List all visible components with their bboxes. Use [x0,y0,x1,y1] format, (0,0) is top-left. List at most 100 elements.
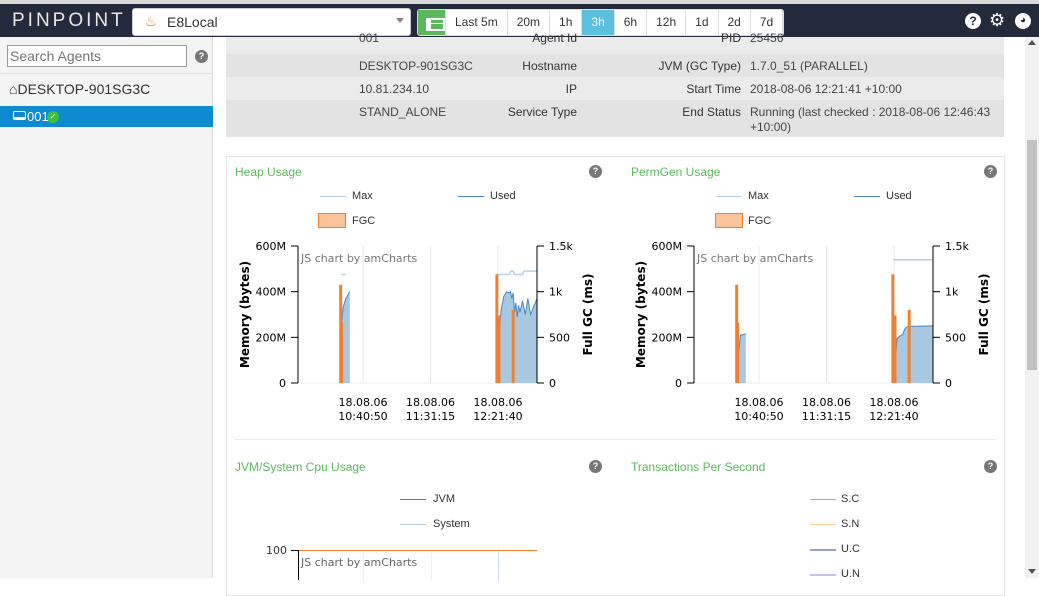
legend-jvm-line [400,499,426,500]
used-area [738,333,746,383]
legend-fgc[interactable]: FGC [748,215,772,227]
value-jvm: 1.7.0_51 (PARALLEL) [750,59,868,73]
agent-item-001[interactable]: 001 ✓ [0,106,213,127]
y-axis-title: Memory (bytes) [238,261,252,368]
tps-title: Transactions Per Second [631,460,766,474]
time-1h[interactable]: 1h [550,10,583,35]
application-selector[interactable]: ♨ E8Local [132,8,411,36]
fgc-bar [893,315,897,383]
search-agents-input[interactable] [7,45,187,67]
y2-tick-label: 1.5k [549,240,573,253]
grid-line [363,551,364,581]
agent-info-table: Agent Id 001 PID 25456 Hostname DESKTOP-901… [226,31,1004,137]
y2-axis-title: Full GC (ms) [977,274,991,356]
cpu-100-guide [299,550,537,551]
grid-line [431,551,432,581]
top-nav: PINPOINT ♨ E8Local Last 5m 20m 1h 3h 6h … [0,4,1039,37]
label-agent-id: Agent Id [532,31,577,45]
y2-axis-title: Full GC (ms) [581,274,595,356]
legend-used[interactable]: Used [490,190,516,202]
label-pid: PID [720,31,741,45]
legend-max-line [320,196,346,197]
y-tick-100: 100 [266,544,287,557]
java-icon: ♨ [145,14,157,29]
value-service-type: STAND_ALONE [359,105,447,119]
used-line [341,291,351,324]
help-icon[interactable]: ? [589,165,602,178]
legend-system[interactable]: System [433,518,470,530]
max-line [497,270,537,276]
value-pid: 25456 [750,31,784,45]
gear-icon[interactable]: ⚙ [989,10,1006,30]
host-group[interactable]: ⌂DESKTOP-901SG3C [9,81,150,97]
time-6h[interactable]: 6h [614,10,648,35]
time-last-5m[interactable]: Last 5m [446,10,508,35]
y-tick-label: 400M [256,286,287,299]
fgc-bar [736,322,740,383]
help-icon[interactable]: ? [984,460,997,473]
x-tick-time: 12:21:40 [869,410,918,423]
x-tick-date: 18.08.06 [870,396,919,409]
value-ip: 10.81.234.10 [359,82,430,96]
y2-tick-label: 1.5k [945,240,969,253]
system-cpu-spike [498,551,499,581]
x-tick-time: 10:40:50 [338,410,387,423]
used-area [499,291,537,383]
fgc-bar [907,309,911,383]
pinpoint-logo[interactable]: PINPOINT [12,10,126,31]
fgc-bar [511,309,515,383]
y-tick-label: 600M [256,240,287,253]
help-icon[interactable]: ? [589,460,602,473]
fgc-bar [497,315,501,383]
time-1d[interactable]: 1d [686,10,719,35]
legend-fgc[interactable]: FGC [352,215,376,227]
time-2d[interactable]: 2d [718,10,751,35]
time-20m[interactable]: 20m [507,10,551,35]
fgc-bar [495,274,499,383]
label-start-time: Start Time [686,82,741,96]
scrollbar-thumb[interactable] [1027,140,1037,370]
time-3h[interactable]: 3h [582,10,615,35]
amcharts-watermark[interactable]: JS chart by amCharts [301,556,418,569]
used-line [498,290,538,333]
legend-uc[interactable]: U.C [841,543,860,555]
host-name: DESKTOP-901SG3C [17,81,151,97]
legend-sn-line [810,524,836,525]
x-tick-date: 18.08.06 [735,396,784,409]
legend-max[interactable]: Max [352,190,373,202]
help-icon[interactable]: ? [195,50,208,63]
legend-un[interactable]: U.N [841,568,860,580]
time-12h[interactable]: 12h [647,10,687,35]
legend-sc[interactable]: S.C [841,493,860,505]
legend-fgc-swatch [715,213,743,228]
legend-fgc-swatch [318,213,346,228]
x-tick-date: 18.08.06 [802,396,851,409]
legend-used[interactable]: Used [886,190,912,202]
y2-tick-label: 0 [945,377,952,390]
y-tick-label: 600M [652,240,683,253]
legend-sn[interactable]: S.N [841,518,860,530]
y-tick-label: 0 [675,377,682,390]
legend-sc-line [810,499,836,500]
y-tick-label: 200M [652,331,683,344]
home-icon: ⌂ [9,81,18,97]
heap-usage-title: Heap Usage [235,165,302,179]
legend-used-line [854,196,880,197]
value-hostname: DESKTOP-901SG3C [359,59,473,73]
y2-tick-label: 1k [945,286,959,299]
range-picker-button[interactable] [418,10,446,35]
time-7d[interactable]: 7d [750,10,784,35]
legend-max[interactable]: Max [748,190,769,202]
label-hostname: Hostname [522,59,577,73]
permgen-usage-chart: 18.08.0610:40:5018.08.0611:31:1518.08.06… [634,240,991,423]
help-icon[interactable]: ? [984,165,997,178]
scroll-up-arrow[interactable] [1028,40,1036,45]
help-icon[interactable]: ? [965,13,981,29]
inspector-charts-panel [226,156,1005,596]
label-jvm: JVM (GC Type) [658,59,741,73]
legend-jvm[interactable]: JVM [433,493,455,505]
scroll-down-arrow[interactable] [1028,569,1036,574]
y-tick-label: 400M [652,286,683,299]
y-axis-title: Memory (bytes) [634,261,648,368]
github-icon[interactable]: ◕ [1015,13,1031,29]
